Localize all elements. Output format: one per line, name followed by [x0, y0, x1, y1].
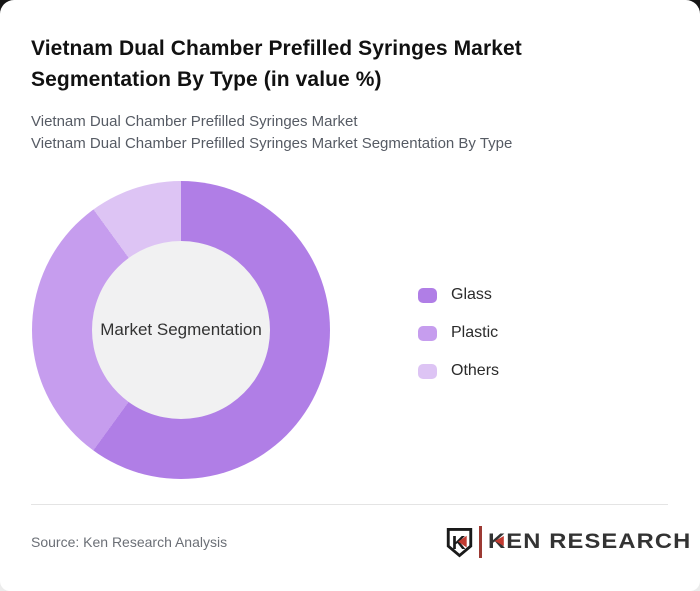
source-note: Source: Ken Research Analysis	[31, 534, 228, 550]
chart-legend: Glass Plastic Others	[418, 286, 500, 379]
legend-item-plastic[interactable]: Plastic	[418, 324, 499, 341]
logo-red-triangle-icon	[494, 535, 504, 546]
legend-swatch-plastic	[418, 325, 437, 341]
legend-swatch-glass	[418, 287, 437, 303]
footer-divider	[31, 504, 668, 505]
donut-center: Market Segmentation	[92, 241, 270, 419]
donut-center-label: Market Segmentation	[100, 320, 262, 339]
legend-label-others: Others	[451, 362, 500, 379]
legend-swatch-others	[418, 363, 437, 379]
legend-label-plastic: Plastic	[451, 324, 499, 341]
subtitle-line-1: Vietnam Dual Chamber Prefilled Syringes …	[31, 113, 358, 130]
ken-research-shield-icon: K	[446, 527, 473, 557]
logo-wordmark-rest: EN RESEARCH	[506, 530, 692, 553]
logo-divider-bar	[478, 526, 482, 558]
chart-subtitles: Vietnam Dual Chamber Prefilled Syringes …	[31, 111, 512, 155]
svg-text:K: K	[452, 532, 466, 553]
legend-label-glass: Glass	[451, 286, 492, 303]
legend-item-glass[interactable]: Glass	[418, 286, 499, 303]
chart-title: Vietnam Dual Chamber Prefilled Syringes …	[31, 37, 522, 91]
legend-item-others[interactable]: Others	[418, 362, 500, 379]
ken-research-logo: K K EN RESEARCH	[446, 526, 690, 558]
subtitle-line-2: Vietnam Dual Chamber Prefilled Syringes …	[31, 135, 513, 152]
footer: Source: Ken Research Analysis K K EN RESE…	[31, 519, 690, 565]
donut-chart[interactable]: Market Segmentation	[32, 181, 330, 479]
logo-wordmark: K EN RESEARCH	[488, 530, 691, 554]
